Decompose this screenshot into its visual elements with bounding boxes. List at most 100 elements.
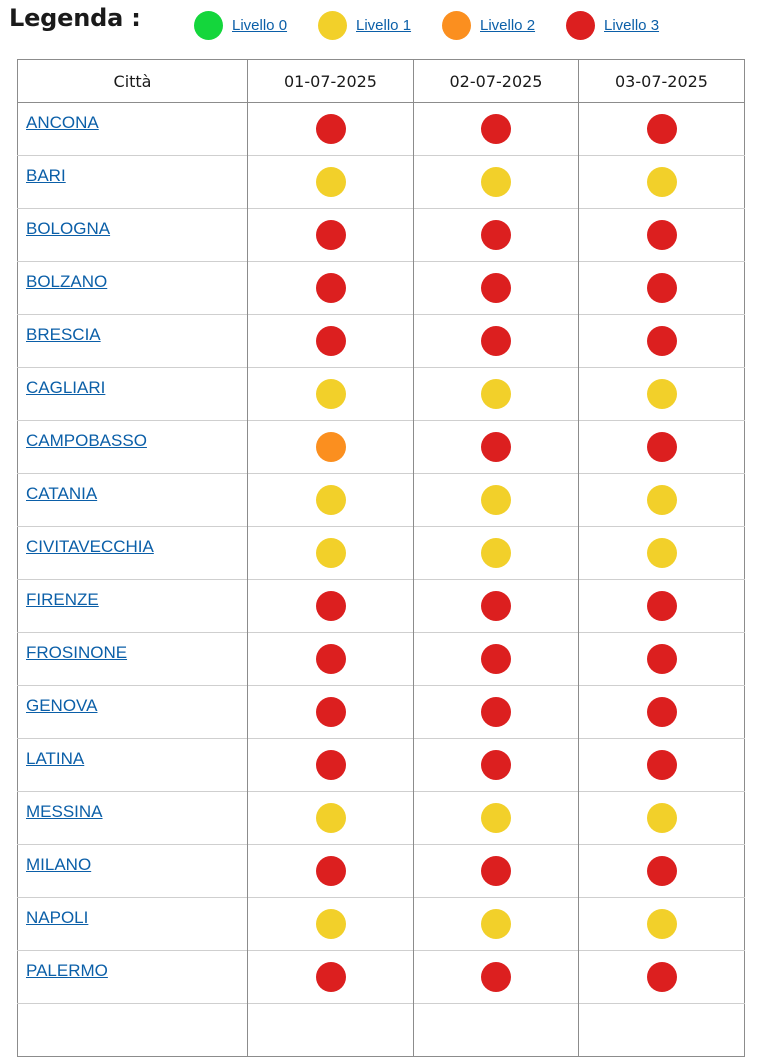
level-cell-date-2 bbox=[413, 950, 579, 1004]
level-3-dot-icon bbox=[646, 273, 677, 303]
level-3-dot-icon bbox=[315, 273, 346, 303]
level-2-dot-icon bbox=[442, 10, 471, 40]
city-link[interactable]: PALERMO bbox=[26, 961, 108, 980]
empty-cell bbox=[247, 1003, 414, 1057]
city-link[interactable]: MILANO bbox=[26, 855, 92, 874]
city-link[interactable]: CAMPOBASSO bbox=[26, 431, 147, 450]
city-link[interactable]: LATINA bbox=[26, 749, 85, 768]
level-cell-date-2 bbox=[413, 897, 579, 951]
level-1-dot-icon bbox=[646, 485, 677, 515]
level-cell-date-3 bbox=[578, 526, 745, 580]
city-cell: ANCONA bbox=[18, 103, 248, 156]
level-cell-date-3 bbox=[578, 261, 745, 315]
level-cell-date-2 bbox=[413, 526, 579, 580]
level-cell-date-3 bbox=[578, 102, 745, 156]
city-link[interactable]: FROSINONE bbox=[26, 643, 128, 662]
level-1-dot-icon bbox=[646, 167, 677, 197]
level-3-dot-icon bbox=[646, 326, 677, 356]
level-3-dot-icon bbox=[481, 644, 511, 674]
level-1-dot-icon bbox=[315, 379, 346, 409]
city-link[interactable]: CAGLIARI bbox=[26, 378, 106, 397]
level-3-dot-icon bbox=[646, 644, 677, 674]
legend-link-level-0[interactable]: Livello 0 bbox=[232, 16, 288, 34]
city-link[interactable]: MESSINA bbox=[26, 802, 103, 821]
level-cell-date-3 bbox=[578, 579, 745, 633]
city-link[interactable]: GENOVA bbox=[26, 696, 98, 715]
table-row: PALERMO bbox=[17, 950, 745, 1004]
level-cell-date-1 bbox=[247, 579, 414, 633]
level-cell-date-1 bbox=[247, 314, 414, 368]
level-cell-date-3 bbox=[578, 685, 745, 739]
city-cell: BOLZANO bbox=[17, 261, 248, 315]
legend-link-level-1[interactable]: Livello 1 bbox=[356, 16, 412, 34]
empty-cell bbox=[17, 1003, 248, 1057]
heat-level-table: Città 01-07-2025 02-07-2025 03-07-2025 A… bbox=[17, 59, 745, 1057]
table-header-row: Città 01-07-2025 02-07-2025 03-07-2025 bbox=[17, 59, 745, 103]
level-cell-date-3 bbox=[578, 950, 745, 1004]
level-3-dot-icon bbox=[646, 114, 677, 144]
level-cell-date-2 bbox=[413, 420, 579, 474]
level-1-dot-icon bbox=[481, 167, 511, 197]
level-1-dot-icon bbox=[481, 909, 511, 939]
level-cell-date-1 bbox=[247, 685, 414, 739]
legend-link-level-3[interactable]: Livello 3 bbox=[604, 16, 660, 34]
level-cell-date-1 bbox=[247, 367, 414, 421]
level-cell-date-1 bbox=[247, 897, 414, 951]
level-cell-date-3 bbox=[578, 738, 745, 792]
level-1-dot-icon bbox=[318, 10, 347, 40]
level-1-dot-icon bbox=[646, 909, 677, 939]
table-row: CIVITAVECCHIA bbox=[17, 526, 745, 580]
level-3-dot-icon bbox=[481, 273, 511, 303]
level-3-dot-icon bbox=[646, 697, 677, 727]
city-cell: CAGLIARI bbox=[17, 367, 248, 421]
table-row: LATINA bbox=[17, 738, 745, 792]
table-row: ANCONA bbox=[18, 102, 745, 156]
city-link[interactable]: BOLOGNA bbox=[26, 219, 111, 238]
city-link[interactable]: BARI bbox=[26, 166, 66, 185]
level-3-dot-icon bbox=[315, 697, 346, 727]
city-link[interactable]: BRESCIA bbox=[26, 325, 101, 344]
legend-title: Legenda : bbox=[9, 4, 141, 32]
table-body: ANCONA BARI BOLOGNA BOLZANO BRESCIA CAGLIARI C… bbox=[17, 102, 745, 1057]
table-row: MILANO bbox=[17, 844, 745, 898]
table-row: FROSINONE bbox=[17, 632, 745, 686]
legend-link-level-2[interactable]: Livello 2 bbox=[480, 16, 536, 34]
city-cell: CAMPOBASSO bbox=[17, 420, 248, 474]
level-1-dot-icon bbox=[315, 167, 346, 197]
level-cell-date-1 bbox=[247, 208, 414, 262]
level-cell-date-1 bbox=[247, 155, 414, 209]
level-3-dot-icon bbox=[315, 220, 346, 250]
table-row: CAMPOBASSO bbox=[17, 420, 745, 474]
level-cell-date-2 bbox=[413, 738, 579, 792]
legend-item-level-0: Livello 0 bbox=[194, 10, 287, 40]
level-1-dot-icon bbox=[481, 379, 511, 409]
table-row: NAPOLI bbox=[17, 897, 745, 951]
level-cell-date-2 bbox=[413, 473, 579, 527]
level-cell-date-3 bbox=[578, 632, 745, 686]
city-link[interactable]: BOLZANO bbox=[26, 272, 108, 291]
level-1-dot-icon bbox=[646, 379, 677, 409]
level-3-dot-icon bbox=[481, 697, 511, 727]
level-3-dot-icon bbox=[646, 591, 677, 621]
heat-level-table-container: Città 01-07-2025 02-07-2025 03-07-2025 A… bbox=[17, 59, 745, 1057]
city-link[interactable]: NAPOLI bbox=[26, 908, 89, 927]
column-header-date-1: 01-07-2025 bbox=[247, 59, 414, 103]
city-link[interactable]: FIRENZE bbox=[26, 590, 99, 609]
city-link[interactable]: CATANIA bbox=[26, 484, 98, 503]
level-cell-date-2 bbox=[413, 579, 579, 633]
level-3-dot-icon bbox=[646, 220, 677, 250]
level-3-dot-icon bbox=[315, 591, 346, 621]
level-cell-date-3 bbox=[578, 473, 745, 527]
level-cell-date-1 bbox=[247, 632, 414, 686]
level-cell-date-3 bbox=[578, 208, 745, 262]
city-cell: MILANO bbox=[17, 844, 248, 898]
level-1-dot-icon bbox=[315, 909, 346, 939]
level-1-dot-icon bbox=[481, 485, 511, 515]
city-cell: GENOVA bbox=[17, 685, 248, 739]
table-row bbox=[17, 1003, 745, 1057]
city-link[interactable]: CIVITAVECCHIA bbox=[26, 537, 154, 556]
empty-cell bbox=[578, 1003, 745, 1057]
level-cell-date-3 bbox=[578, 155, 745, 209]
city-link[interactable]: ANCONA bbox=[26, 113, 99, 132]
city-cell: CATANIA bbox=[17, 473, 248, 527]
